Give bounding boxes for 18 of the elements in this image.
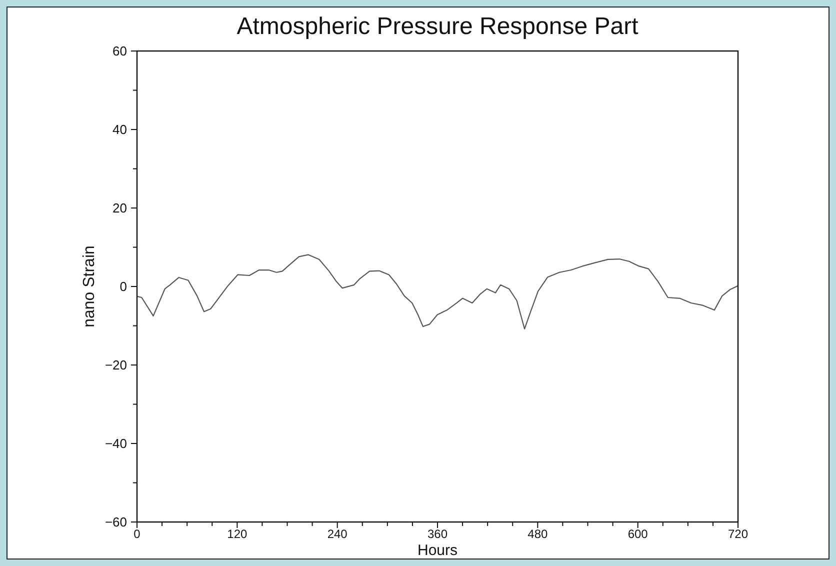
x-tick-label: 720 [728, 527, 748, 541]
y-tick-label: 0 [120, 279, 127, 294]
chart-title: Atmospheric Pressure Response Part [236, 13, 639, 40]
x-axis-title: Hours [417, 542, 458, 559]
x-tick-label: 360 [427, 527, 448, 541]
y-tick-label: −60 [104, 514, 127, 530]
line-series [136, 254, 739, 330]
y-tick-label: 60 [112, 44, 127, 58]
y-tick-label: 40 [112, 122, 127, 137]
x-tick-label: 600 [628, 527, 648, 541]
x-tick-label: 0 [134, 527, 141, 541]
y-tick-label: 20 [112, 200, 127, 216]
y-axis-title: nano Strain [81, 246, 98, 328]
x-tick-label: 480 [528, 527, 548, 541]
x-tick-label: 240 [327, 527, 348, 541]
x-tick-label: 120 [227, 527, 248, 541]
y-tick-label: −40 [104, 436, 127, 451]
y-tick-label: −20 [104, 358, 127, 372]
